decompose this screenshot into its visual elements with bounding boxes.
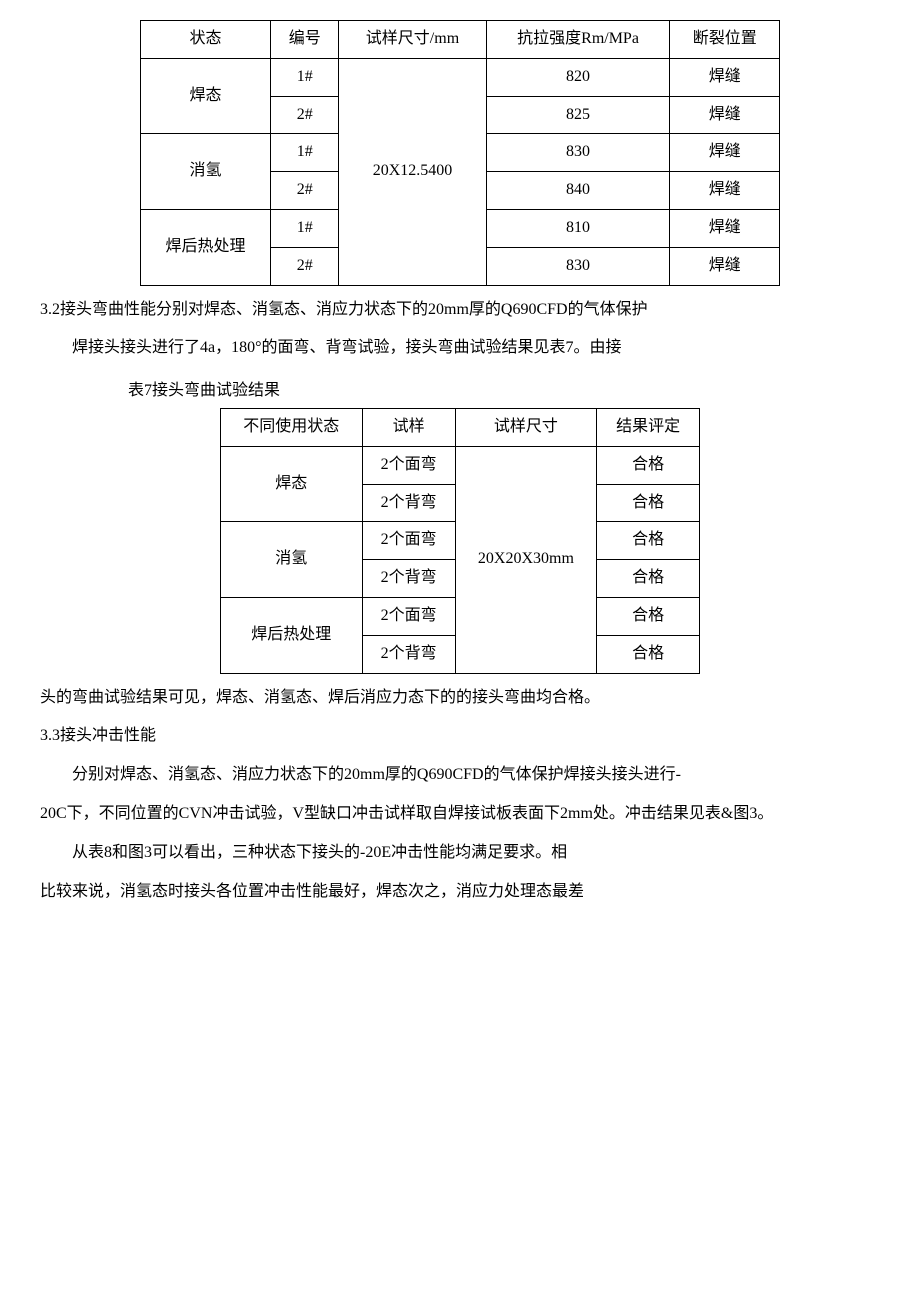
- cell-rm: 830: [486, 247, 670, 285]
- cell-sample: 2个背弯: [362, 560, 455, 598]
- table-header-row: 不同使用状态 试样 试样尺寸 结果评定: [221, 408, 700, 446]
- cell-sample: 2个背弯: [362, 484, 455, 522]
- cell-id: 2#: [271, 96, 339, 134]
- section-33-p1: 分别对焊态、消氢态、消应力状态下的20mm厚的Q690CFD的气体保护焊接头接头…: [40, 761, 880, 790]
- cell-state: 焊后热处理: [221, 597, 363, 673]
- cell-result: 合格: [597, 484, 700, 522]
- cell-pos: 焊缝: [670, 134, 780, 172]
- cell-sample: 2个面弯: [362, 446, 455, 484]
- section-33-p4: 比较来说，消氢态时接头各位置冲击性能最好，焊态次之，消应力处理态最差: [40, 878, 880, 907]
- cell-sample: 2个背弯: [362, 635, 455, 673]
- cell-state: 焊态: [221, 446, 363, 522]
- table7-caption: 表7接头弯曲试验结果: [40, 377, 880, 406]
- cell-id: 1#: [271, 58, 339, 96]
- cell-state: 焊态: [141, 58, 271, 134]
- cell-id: 2#: [271, 247, 339, 285]
- cell-pos: 焊缝: [670, 209, 780, 247]
- table-row: 焊态 2个面弯 20X20X30mm 合格: [221, 446, 700, 484]
- cell-result: 合格: [597, 446, 700, 484]
- cell-sample: 2个面弯: [362, 522, 455, 560]
- section-33-p2: 20C下，不同位置的CVN冲击试验，V型缺口冲击试样取自焊接试板表面下2mm处。…: [40, 800, 880, 829]
- cell-sample: 2个面弯: [362, 597, 455, 635]
- section-32-para: 3.2接头弯曲性能分别对焊态、消氢态、消应力状态下的20mm厚的Q690CFD的…: [40, 296, 880, 325]
- bending-results-table: 不同使用状态 试样 试样尺寸 结果评定 焊态 2个面弯 20X20X30mm 合…: [220, 408, 700, 674]
- cell-state: 焊后热处理: [141, 209, 271, 285]
- col-state: 不同使用状态: [221, 408, 363, 446]
- cell-id: 1#: [271, 134, 339, 172]
- col-result: 结果评定: [597, 408, 700, 446]
- col-dim: 试样尺寸/mm: [339, 21, 486, 59]
- cell-rm: 830: [486, 134, 670, 172]
- cell-pos: 焊缝: [670, 172, 780, 210]
- col-dim: 试样尺寸: [455, 408, 597, 446]
- cell-state: 消氢: [141, 134, 271, 210]
- col-state: 状态: [141, 21, 271, 59]
- section-33-p3: 从表8和图3可以看出，三种状态下接头的-20E冲击性能均满足要求。相: [40, 839, 880, 868]
- cell-rm: 810: [486, 209, 670, 247]
- tensile-results-table: 状态 编号 试样尺寸/mm 抗拉强度Rm/MPa 断裂位置 焊态 1# 20X1…: [140, 20, 780, 286]
- cell-pos: 焊缝: [670, 58, 780, 96]
- cell-result: 合格: [597, 560, 700, 598]
- col-sample: 试样: [362, 408, 455, 446]
- cell-rm: 840: [486, 172, 670, 210]
- cell-dim: 20X12.5400: [339, 58, 486, 285]
- col-pos: 断裂位置: [670, 21, 780, 59]
- col-id: 编号: [271, 21, 339, 59]
- cell-rm: 825: [486, 96, 670, 134]
- cell-pos: 焊缝: [670, 247, 780, 285]
- cell-result: 合格: [597, 635, 700, 673]
- col-rm: 抗拉强度Rm/MPa: [486, 21, 670, 59]
- cell-pos: 焊缝: [670, 96, 780, 134]
- table-header-row: 状态 编号 试样尺寸/mm 抗拉强度Rm/MPa 断裂位置: [141, 21, 780, 59]
- cell-id: 1#: [271, 209, 339, 247]
- table-row: 焊态 1# 20X12.5400 820 焊缝: [141, 58, 780, 96]
- cell-rm: 820: [486, 58, 670, 96]
- section-32-para-cont: 焊接头接头进行了4a，180°的面弯、背弯试验，接头弯曲试验结果见表7。由接: [40, 334, 880, 363]
- cell-result: 合格: [597, 522, 700, 560]
- section-33-title: 3.3接头冲击性能: [40, 722, 880, 751]
- cell-result: 合格: [597, 597, 700, 635]
- cell-id: 2#: [271, 172, 339, 210]
- cell-dim: 20X20X30mm: [455, 446, 597, 673]
- para-after-table2: 头的弯曲试验结果可见，焊态、消氢态、焊后消应力态下的的接头弯曲均合格。: [40, 684, 880, 713]
- cell-state: 消氢: [221, 522, 363, 598]
